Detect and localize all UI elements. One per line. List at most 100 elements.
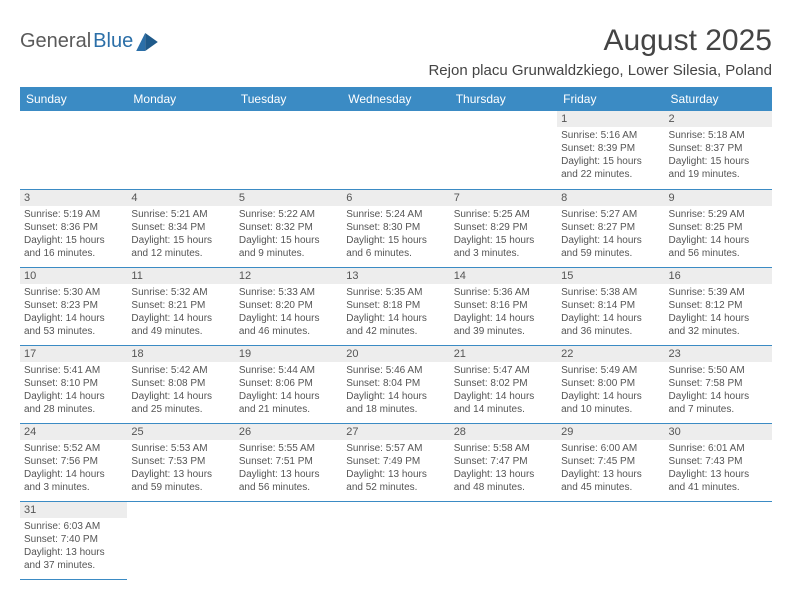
daylight-text: and 18 minutes. (346, 403, 445, 416)
calendar-cell: 23Sunrise: 5:50 AMSunset: 7:58 PMDayligh… (665, 345, 772, 423)
day-number: 8 (557, 190, 664, 206)
sunrise-text: Sunrise: 5:47 AM (454, 364, 553, 377)
calendar-cell: 2Sunrise: 5:18 AMSunset: 8:37 PMDaylight… (665, 111, 772, 189)
day-number: 1 (557, 111, 664, 127)
location: Rejon placu Grunwaldzkiego, Lower Silesi… (428, 62, 772, 79)
day-number: 19 (235, 346, 342, 362)
calendar-cell: 15Sunrise: 5:38 AMSunset: 8:14 PMDayligh… (557, 267, 664, 345)
day-number: 7 (450, 190, 557, 206)
sunset-text: Sunset: 7:51 PM (239, 455, 338, 468)
calendar: SundayMondayTuesdayWednesdayThursdayFrid… (20, 87, 772, 580)
sunrise-text: Sunrise: 5:21 AM (131, 208, 230, 221)
day-header: Wednesday (342, 87, 449, 111)
sunrise-text: Sunrise: 5:18 AM (669, 129, 768, 142)
day-number: 2 (665, 111, 772, 127)
calendar-cell-empty (235, 501, 342, 579)
calendar-cell: 3Sunrise: 5:19 AMSunset: 8:36 PMDaylight… (20, 189, 127, 267)
calendar-cell-empty (342, 111, 449, 189)
calendar-cell: 11Sunrise: 5:32 AMSunset: 8:21 PMDayligh… (127, 267, 234, 345)
calendar-cell: 24Sunrise: 5:52 AMSunset: 7:56 PMDayligh… (20, 423, 127, 501)
sunrise-text: Sunrise: 5:53 AM (131, 442, 230, 455)
daylight-text: and 37 minutes. (24, 559, 123, 572)
daylight-text: Daylight: 14 hours (24, 390, 123, 403)
daylight-text: Daylight: 13 hours (24, 546, 123, 559)
day-number: 14 (450, 268, 557, 284)
daylight-text: and 41 minutes. (669, 481, 768, 494)
calendar-cell: 12Sunrise: 5:33 AMSunset: 8:20 PMDayligh… (235, 267, 342, 345)
daylight-text: and 56 minutes. (669, 247, 768, 260)
calendar-cell: 8Sunrise: 5:27 AMSunset: 8:27 PMDaylight… (557, 189, 664, 267)
daylight-text: and 59 minutes. (561, 247, 660, 260)
day-number: 4 (127, 190, 234, 206)
calendar-row: 24Sunrise: 5:52 AMSunset: 7:56 PMDayligh… (20, 423, 772, 501)
calendar-cell: 18Sunrise: 5:42 AMSunset: 8:08 PMDayligh… (127, 345, 234, 423)
calendar-row: 17Sunrise: 5:41 AMSunset: 8:10 PMDayligh… (20, 345, 772, 423)
day-header: Sunday (20, 87, 127, 111)
daylight-text: and 49 minutes. (131, 325, 230, 338)
sunrise-text: Sunrise: 5:55 AM (239, 442, 338, 455)
sunset-text: Sunset: 8:30 PM (346, 221, 445, 234)
day-number: 31 (20, 502, 127, 518)
day-number: 22 (557, 346, 664, 362)
daylight-text: and 21 minutes. (239, 403, 338, 416)
day-number: 25 (127, 424, 234, 440)
daylight-text: and 45 minutes. (561, 481, 660, 494)
sunset-text: Sunset: 7:40 PM (24, 533, 123, 546)
day-number: 9 (665, 190, 772, 206)
daylight-text: and 59 minutes. (131, 481, 230, 494)
month-title: August 2025 (428, 24, 772, 58)
calendar-cell-empty (342, 501, 449, 579)
day-number: 5 (235, 190, 342, 206)
daylight-text: and 3 minutes. (454, 247, 553, 260)
sunset-text: Sunset: 8:37 PM (669, 142, 768, 155)
day-number: 29 (557, 424, 664, 440)
calendar-row: 1Sunrise: 5:16 AMSunset: 8:39 PMDaylight… (20, 111, 772, 189)
sunset-text: Sunset: 7:43 PM (669, 455, 768, 468)
day-number: 27 (342, 424, 449, 440)
day-number: 28 (450, 424, 557, 440)
sunset-text: Sunset: 7:45 PM (561, 455, 660, 468)
calendar-cell-empty (450, 501, 557, 579)
sunset-text: Sunset: 8:21 PM (131, 299, 230, 312)
calendar-cell: 13Sunrise: 5:35 AMSunset: 8:18 PMDayligh… (342, 267, 449, 345)
sunset-text: Sunset: 8:29 PM (454, 221, 553, 234)
sunrise-text: Sunrise: 5:29 AM (669, 208, 768, 221)
day-header: Thursday (450, 87, 557, 111)
sunset-text: Sunset: 8:14 PM (561, 299, 660, 312)
day-header: Monday (127, 87, 234, 111)
title-block: August 2025 Rejon placu Grunwaldzkiego, … (428, 24, 772, 79)
sunrise-text: Sunrise: 5:38 AM (561, 286, 660, 299)
day-header: Friday (557, 87, 664, 111)
calendar-cell: 26Sunrise: 5:55 AMSunset: 7:51 PMDayligh… (235, 423, 342, 501)
sunrise-text: Sunrise: 5:44 AM (239, 364, 338, 377)
calendar-cell: 1Sunrise: 5:16 AMSunset: 8:39 PMDaylight… (557, 111, 664, 189)
day-number: 26 (235, 424, 342, 440)
day-number: 30 (665, 424, 772, 440)
daylight-text: and 39 minutes. (454, 325, 553, 338)
flag-icon (136, 33, 158, 51)
daylight-text: Daylight: 14 hours (131, 312, 230, 325)
calendar-cell: 28Sunrise: 5:58 AMSunset: 7:47 PMDayligh… (450, 423, 557, 501)
daylight-text: Daylight: 15 hours (24, 234, 123, 247)
calendar-cell: 5Sunrise: 5:22 AMSunset: 8:32 PMDaylight… (235, 189, 342, 267)
sunrise-text: Sunrise: 6:01 AM (669, 442, 768, 455)
calendar-cell: 19Sunrise: 5:44 AMSunset: 8:06 PMDayligh… (235, 345, 342, 423)
day-number: 24 (20, 424, 127, 440)
calendar-cell: 7Sunrise: 5:25 AMSunset: 8:29 PMDaylight… (450, 189, 557, 267)
daylight-text: and 56 minutes. (239, 481, 338, 494)
calendar-cell: 25Sunrise: 5:53 AMSunset: 7:53 PMDayligh… (127, 423, 234, 501)
sunrise-text: Sunrise: 5:19 AM (24, 208, 123, 221)
calendar-row: 3Sunrise: 5:19 AMSunset: 8:36 PMDaylight… (20, 189, 772, 267)
sunrise-text: Sunrise: 5:50 AM (669, 364, 768, 377)
sunset-text: Sunset: 8:10 PM (24, 377, 123, 390)
day-number: 20 (342, 346, 449, 362)
daylight-text: and 7 minutes. (669, 403, 768, 416)
calendar-row: 31Sunrise: 6:03 AMSunset: 7:40 PMDayligh… (20, 501, 772, 579)
page: General Blue August 2025 Rejon placu Gru… (0, 0, 792, 580)
daylight-text: and 9 minutes. (239, 247, 338, 260)
sunrise-text: Sunrise: 5:24 AM (346, 208, 445, 221)
daylight-text: Daylight: 13 hours (561, 468, 660, 481)
sunrise-text: Sunrise: 5:32 AM (131, 286, 230, 299)
header: General Blue August 2025 Rejon placu Gru… (20, 24, 772, 79)
daylight-text: Daylight: 14 hours (669, 234, 768, 247)
